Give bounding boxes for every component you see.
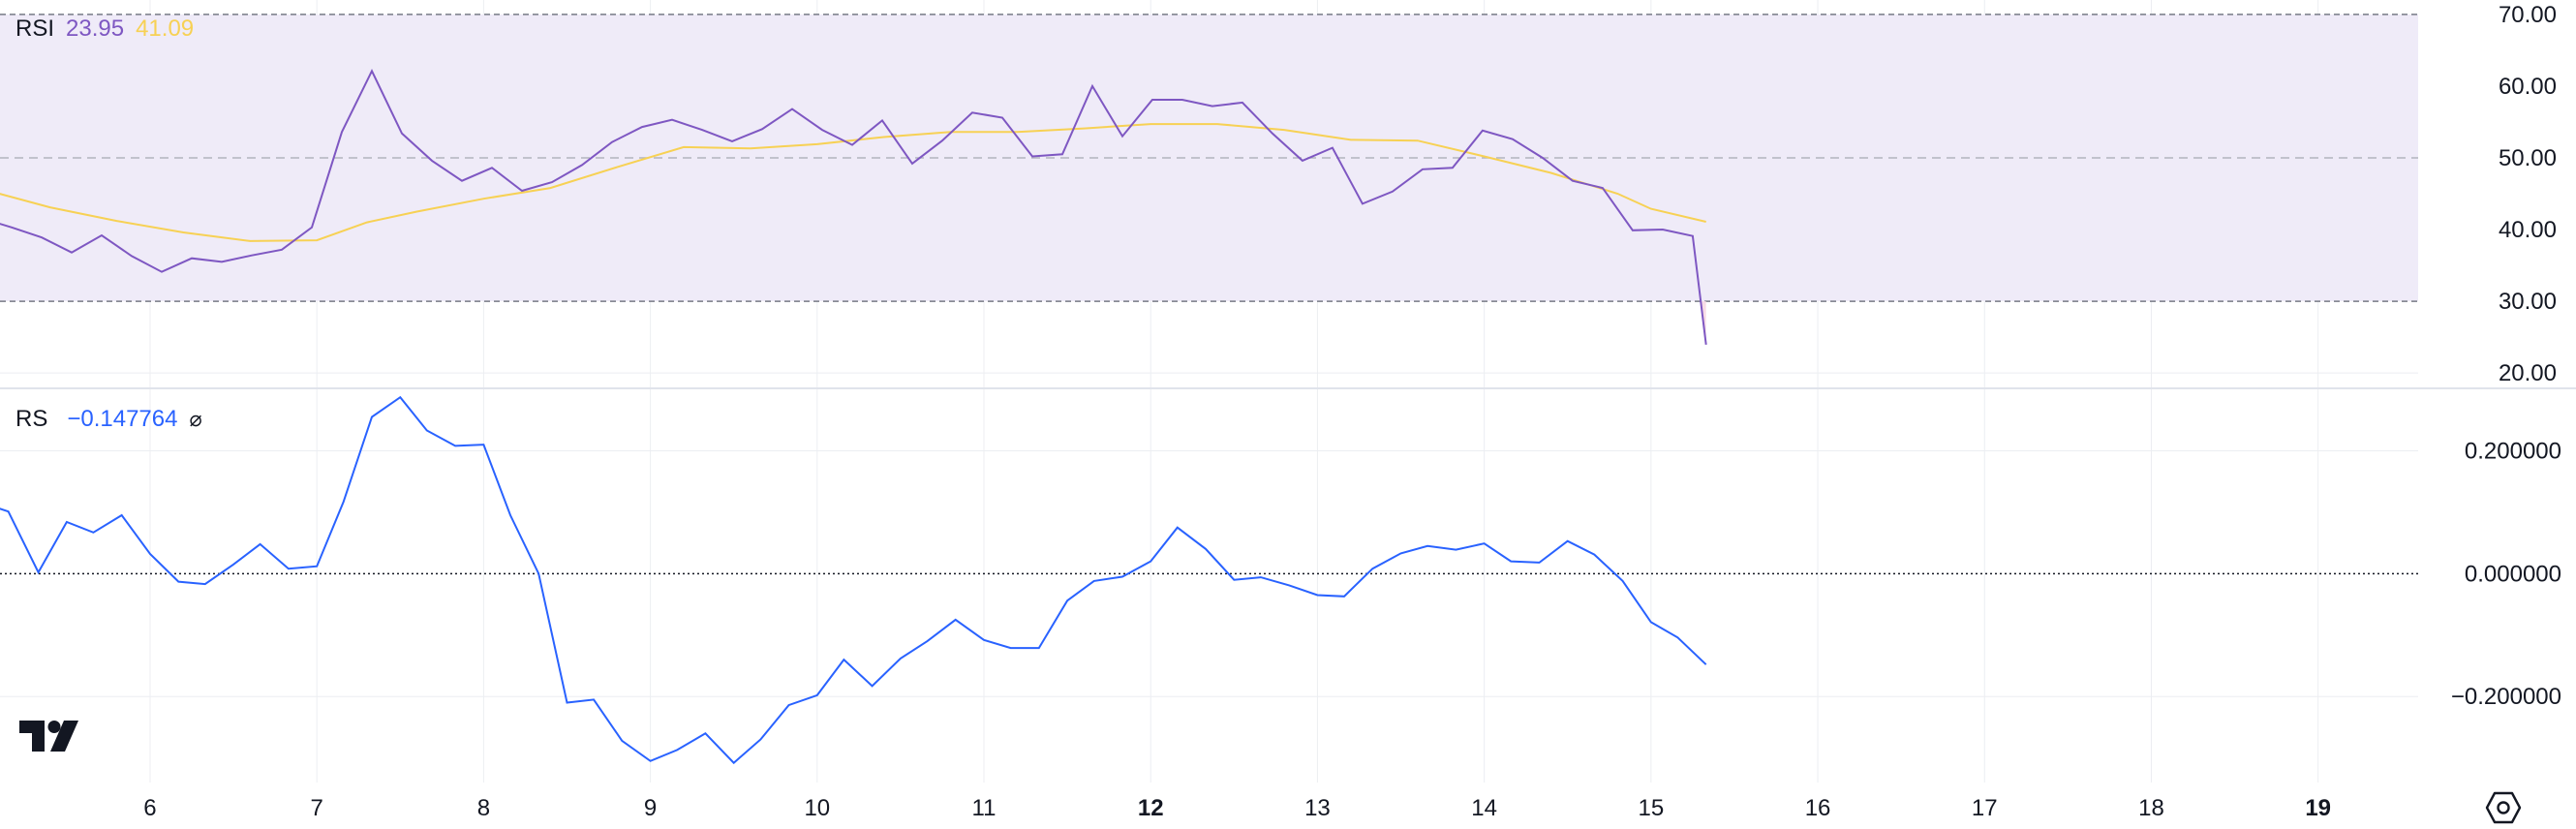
time-axis[interactable]: 6 7 8 9 10 11 12 13 14 15 16 17 18 19	[143, 795, 2331, 821]
hidden-values-icon[interactable]: ⌀	[189, 407, 202, 431]
x-tick-label: 19	[2305, 795, 2331, 821]
x-tick-label: 12	[1138, 795, 1164, 821]
x-tick-label: 14	[1471, 795, 1497, 821]
x-tick-label: 13	[1304, 795, 1331, 821]
rsi-oversold-fill	[1701, 301, 1706, 345]
rs-grid	[0, 389, 2418, 783]
rsi-y-tick-label: 20.00	[2499, 360, 2557, 386]
rs-y-axis[interactable]: 0.200000 0.000000 −0.200000	[2451, 438, 2561, 710]
x-tick-label: 15	[1638, 795, 1664, 821]
x-tick-label: 7	[311, 795, 323, 821]
tradingview-logo[interactable]	[19, 721, 78, 752]
rsi-y-tick-label: 70.00	[2499, 2, 2557, 28]
rs-legend-title: RS	[15, 406, 48, 432]
settings-gear-icon[interactable]	[2485, 791, 2522, 824]
rs-y-tick-label: −0.200000	[2451, 684, 2561, 710]
rs-y-tick-label: 0.000000	[2465, 561, 2561, 587]
rsi-y-tick-label: 30.00	[2499, 289, 2557, 315]
rsi-y-tick-label: 50.00	[2499, 145, 2557, 171]
x-tick-label: 8	[477, 795, 490, 821]
x-tick-label: 11	[972, 795, 997, 821]
x-tick-label: 16	[1805, 795, 1831, 821]
x-tick-label: 9	[644, 795, 657, 821]
rsi-y-tick-label: 40.00	[2499, 217, 2557, 243]
rs-legend-value: −0.147764	[67, 406, 178, 432]
rsi-ma-series-line	[0, 123, 1706, 242]
rs-series-line	[0, 395, 1707, 765]
rsi-legend-title: RSI	[15, 15, 55, 42]
rsi-ma-legend-value: 41.09	[136, 15, 195, 42]
rs-legend[interactable]: RS −0.147764 ⌀	[15, 406, 202, 433]
rsi-level-lines	[0, 14, 2418, 302]
rsi-y-axis[interactable]: 70.00 60.00 50.00 40.00 30.00 20.00	[2499, 2, 2557, 386]
x-tick-label: 18	[2138, 795, 2164, 821]
x-tick-label: 10	[804, 795, 830, 821]
x-tick-label: 17	[1972, 795, 1998, 821]
rs-y-tick-label: 0.200000	[2465, 438, 2561, 464]
rsi-legend[interactable]: RSI 23.95 41.09	[15, 15, 194, 43]
x-tick-label: 6	[143, 795, 156, 821]
rsi-series-line	[0, 69, 1707, 346]
rsi-y-tick-label: 60.00	[2499, 74, 2557, 100]
rsi-legend-value: 23.95	[66, 15, 125, 42]
